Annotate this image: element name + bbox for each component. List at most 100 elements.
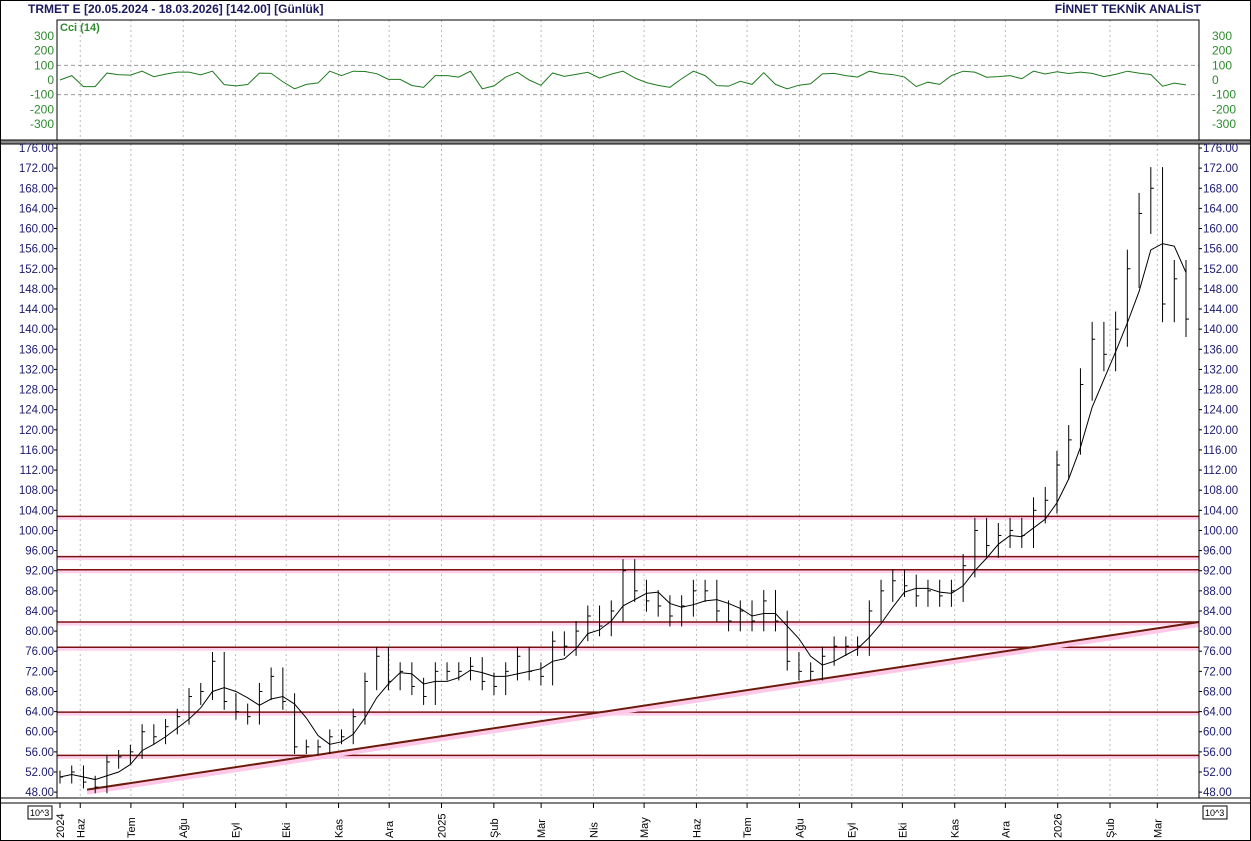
- price-ytick-left: 128.00: [19, 385, 54, 397]
- price-ytick-left: 160.00: [19, 224, 54, 236]
- price-ytick-right: 176.00: [1203, 143, 1238, 155]
- moving-average-line: [59, 243, 1187, 781]
- price-ytick-right: 60.00: [1203, 727, 1232, 739]
- cci-ytick-right: 200: [1212, 44, 1232, 58]
- price-ytick-right: 164.00: [1203, 203, 1238, 215]
- price-ytick-right: 160.00: [1203, 224, 1238, 236]
- x-tick-label: Mar: [536, 819, 548, 838]
- cci-ytick-right: -300: [1212, 117, 1236, 131]
- x-tick-label: Eyl: [847, 823, 859, 838]
- price-ytick-right: 144.00: [1203, 304, 1238, 316]
- price-ytick-right: 120.00: [1203, 425, 1238, 437]
- cci-ytick-left: 100: [34, 58, 54, 72]
- price-ytick-left: 120.00: [19, 425, 54, 437]
- price-ytick-left: 48.00: [25, 787, 54, 799]
- cci-ytick-right: -100: [1212, 88, 1236, 102]
- price-ytick-left: 80.00: [25, 626, 54, 638]
- scale-label-left: 10^3: [30, 808, 49, 818]
- cci-legend: Cci (14): [60, 22, 100, 34]
- price-ytick-left: 72.00: [25, 666, 54, 678]
- price-ytick-right: 140.00: [1203, 324, 1238, 336]
- price-ytick-right: 68.00: [1203, 686, 1232, 698]
- price-ytick-right: 128.00: [1203, 385, 1238, 397]
- price-ytick-left: 164.00: [19, 203, 54, 215]
- price-panel: [57, 167, 1200, 795]
- x-tick-label: Haz: [691, 818, 703, 838]
- price-ytick-right: 112.00: [1203, 465, 1237, 477]
- cci-ytick-left: -200: [30, 102, 54, 116]
- price-ytick-right: 52.00: [1203, 767, 1232, 779]
- price-ytick-left: 124.00: [19, 405, 54, 417]
- price-ytick-right: 84.00: [1203, 606, 1232, 618]
- price-ytick-left: 156.00: [19, 244, 54, 256]
- cci-ytick-left: -100: [30, 88, 54, 102]
- x-tick-label: Tem: [126, 817, 138, 838]
- price-ytick-right: 100.00: [1203, 525, 1238, 537]
- price-ytick-right: 156.00: [1203, 244, 1238, 256]
- price-ytick-left: 112.00: [20, 465, 54, 477]
- price-ytick-left: 168.00: [19, 183, 54, 195]
- price-ytick-left: 104.00: [19, 505, 54, 517]
- x-tick-label: Ara: [384, 820, 396, 838]
- scale-label-right: 10^3: [1205, 808, 1224, 818]
- cci-frame: [56, 19, 1200, 141]
- cci-ytick-right: 300: [1212, 29, 1232, 43]
- scale-box-right: [1202, 805, 1228, 820]
- x-tick-label: Kas: [334, 819, 346, 838]
- x-tick-label: May: [639, 817, 651, 838]
- gridlines: [57, 20, 1199, 798]
- x-tick-label: Eki: [897, 823, 909, 838]
- cci-ytick-left: -300: [30, 117, 54, 131]
- price-ytick-right: 132.00: [1203, 364, 1238, 376]
- price-ytick-right: 64.00: [1203, 707, 1232, 719]
- price-ytick-left: 152.00: [19, 264, 54, 276]
- x-tick-label: Şub: [489, 818, 501, 838]
- price-ytick-left: 60.00: [25, 727, 54, 739]
- price-ytick-left: 176.00: [19, 143, 54, 155]
- price-ytick-right: 104.00: [1203, 505, 1238, 517]
- price-ytick-right: 96.00: [1203, 546, 1232, 558]
- price-ytick-left: 172.00: [19, 163, 54, 175]
- trendline-glow: [86, 623, 1200, 795]
- x-tick-label: Mar: [1152, 819, 1164, 838]
- x-tick-label: Eyl: [231, 823, 243, 838]
- x-tick-label: 2024: [55, 814, 67, 838]
- x-tick-label: Haz: [75, 818, 87, 838]
- price-ytick-left: 140.00: [19, 324, 54, 336]
- x-tick-label: Ağu: [794, 818, 806, 838]
- cci-ytick-left: 0: [47, 73, 54, 87]
- x-tick-label: Eki: [281, 823, 293, 838]
- price-ytick-left: 144.00: [19, 304, 54, 316]
- price-ytick-right: 80.00: [1203, 626, 1232, 638]
- price-ytick-right: 168.00: [1203, 183, 1238, 195]
- trendline: [86, 621, 1200, 791]
- x-tick-label: Tem: [742, 817, 754, 838]
- price-ytick-right: 72.00: [1203, 666, 1232, 678]
- price-ytick-left: 100.00: [19, 525, 54, 537]
- price-ytick-right: 88.00: [1203, 586, 1232, 598]
- price-ytick-right: 172.00: [1203, 163, 1238, 175]
- price-ytick-left: 96.00: [25, 546, 54, 558]
- price-ytick-left: 116.00: [20, 445, 54, 457]
- cci-ytick-right: 100: [1212, 58, 1232, 72]
- cci-ytick-left: 300: [34, 29, 54, 43]
- axis-separator: [0, 797, 1251, 804]
- price-ytick-right: 136.00: [1203, 344, 1238, 356]
- chart-title: TRMET E [20.05.2024 - 18.03.2026] [142.0…: [28, 2, 324, 16]
- price-ytick-right: 148.00: [1203, 284, 1238, 296]
- price-ytick-right: 48.00: [1203, 787, 1232, 799]
- price-ytick-left: 56.00: [25, 747, 54, 759]
- price-ytick-right: 124.00: [1203, 405, 1238, 417]
- x-tick-label: Şub: [1105, 818, 1117, 838]
- cci-ytick-left: 200: [34, 44, 54, 58]
- price-ytick-left: 92.00: [25, 566, 54, 578]
- price-ytick-left: 88.00: [25, 586, 54, 598]
- price-ytick-left: 64.00: [25, 707, 54, 719]
- panel-separator: [0, 139, 1251, 145]
- cci-line: [59, 70, 1187, 90]
- price-ytick-right: 108.00: [1203, 485, 1238, 497]
- price-ytick-right: 92.00: [1203, 566, 1232, 578]
- scale-box-left: [27, 805, 53, 820]
- price-ytick-left: 132.00: [19, 364, 54, 376]
